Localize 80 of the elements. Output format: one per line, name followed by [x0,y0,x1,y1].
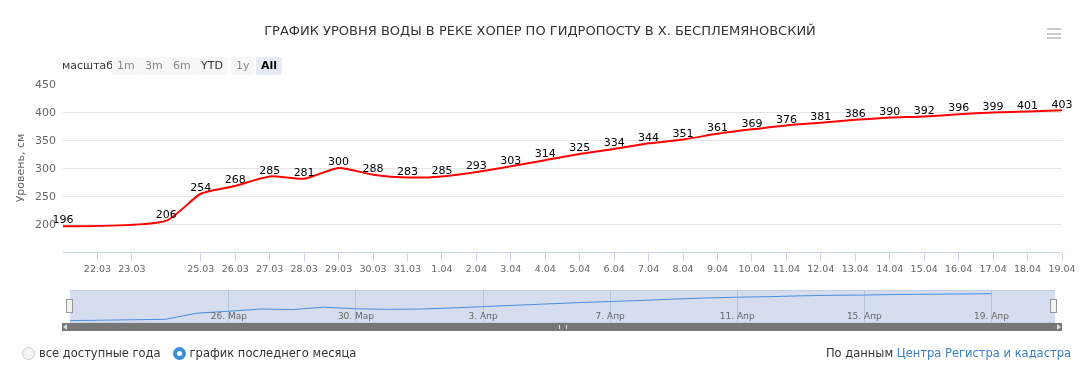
x-tick-label: 25.03 [187,263,215,275]
data-label: 293 [465,159,487,173]
x-tick-label: 3. Апр [468,311,498,321]
x-tick-label: 27.03 [256,263,284,275]
x-tick-label: 12.04 [807,263,835,275]
data-label: 351 [672,126,694,140]
x-tick-label: 15.04 [910,263,938,275]
data-label: 361 [707,121,729,135]
data-label: 314 [534,147,556,161]
data-label: 399 [982,99,1004,113]
x-tick-label: 10.04 [738,263,766,275]
x-tick-label: 19. Апр [973,311,1010,321]
data-label: 254 [190,181,212,195]
x-tick-label: 28.03 [290,263,318,275]
x-tick-label: 31.03 [393,263,422,275]
data-label: 381 [810,109,832,123]
data-label: 325 [569,141,591,155]
x-tick-label: 3.04 [500,263,522,275]
data-label: 401 [1017,98,1039,112]
y-tick-label: 250 [35,189,56,203]
x-tick-label: 16.04 [945,263,973,275]
data-label: 396 [948,101,970,115]
y-axis-title: Уровень, см [13,133,27,203]
x-tick-label: 1.04 [431,263,453,275]
x-tick-label: 15. Апр [846,311,883,321]
x-tick-label: 8.04 [672,263,694,275]
x-tick-label: 4.04 [534,263,556,275]
range-button[interactable]: 1m [112,57,140,75]
x-tick-label: 14.04 [876,263,904,275]
data-label: 392 [913,103,935,117]
range-button[interactable]: YTD [196,57,228,75]
y-tick-label: 450 [35,77,56,91]
x-tick-label: 11.04 [772,263,801,275]
data-label: 283 [396,164,418,178]
x-tick-label: 19.04 [1048,263,1076,275]
y-tick-label: 300 [35,161,56,175]
data-label: 386 [844,107,866,121]
x-tick-label: 6.04 [603,263,625,275]
x-tick-label: 7.04 [638,263,660,275]
x-tick-label: 9.04 [706,263,729,275]
x-tick-label: 7. Апр [595,311,626,321]
x-tick-label: 13.04 [841,263,869,275]
x-tick-label: 17.04 [979,263,1007,275]
text: масштаб [62,58,114,74]
data-label: 285 [431,163,453,177]
x-tick-label: 18.04 [1013,263,1042,275]
x-tick-label: 30. Мар [337,311,375,321]
data-label: 206 [155,207,177,221]
x-tick-label: 30.03 [359,263,387,275]
x-tick-label: 22.03 [83,263,112,275]
x-tick-label: 11. Апр [719,311,756,321]
x-tick-label: 2.04 [465,263,487,275]
data-label: 288 [362,161,384,175]
x-tick-label: 5.04 [569,263,591,275]
text: По данным [825,346,894,360]
data-label: 268 [224,173,246,187]
range-button[interactable]: 3m [140,57,168,75]
data-label: 403 [1051,97,1073,111]
chart-title: ГРАФИК УРОВНЯ ВОДЫ В РЕКЕ ХОПЕР ПО ГИДРОПОСТУ В Х. БЕСПЛЕМЯНОВСКИЙ [264,22,816,38]
data-label: 369 [741,116,763,130]
range-button[interactable]: All [256,57,283,75]
x-tick-label: 26.03 [221,263,249,275]
data-label: 300 [328,155,350,169]
data-label: 334 [603,136,625,150]
y-tick-label: 350 [35,133,56,147]
data-label: 285 [259,163,281,177]
range-button[interactable]: 1y [231,57,255,75]
data-label: 344 [638,130,660,144]
x-tick-label: 26. Мар [210,311,248,321]
data-label: 303 [500,153,522,167]
y-tick-label: 400 [35,105,56,119]
data-label: 390 [879,104,901,118]
x-tick-label: 23.03 [118,263,146,275]
range-button[interactable]: 6m [168,57,196,75]
text: все доступные года [39,345,161,361]
data-label: 376 [775,112,797,126]
text: Центра Регистра и кадастра [896,346,1071,360]
text: график последнего месяца [189,345,357,361]
data-label: 281 [293,165,315,179]
x-tick-label: 29.03 [324,263,353,275]
